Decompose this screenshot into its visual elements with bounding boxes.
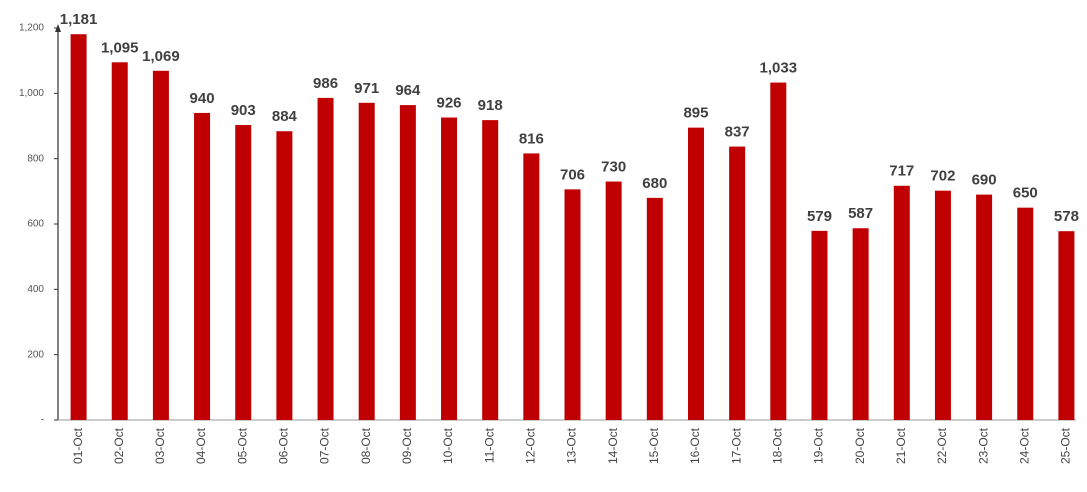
x-tick-label: 21-Oct — [894, 427, 908, 464]
bar — [317, 97, 334, 420]
x-tick-label: 17-Oct — [729, 427, 743, 464]
x-tick-label: 01-Oct — [71, 427, 85, 464]
value-label: 903 — [231, 102, 256, 119]
y-tick-label: 1,200 — [19, 23, 44, 34]
value-label: 650 — [1013, 185, 1038, 202]
x-tick-label: 20-Oct — [853, 427, 867, 464]
bar — [111, 62, 128, 421]
x-tick-label: 14-Oct — [606, 427, 620, 464]
bar — [399, 105, 416, 421]
bar — [1058, 231, 1075, 420]
y-tick-label: 1,000 — [19, 88, 44, 99]
y-tick-label: 600 — [27, 219, 44, 230]
x-tick-label: 11-Oct — [482, 427, 496, 463]
value-label: 837 — [725, 124, 750, 141]
x-tick-label: 03-Oct — [153, 427, 167, 464]
x-tick-label: 09-Oct — [400, 427, 414, 464]
x-tick-label: 06-Oct — [277, 427, 291, 464]
bar — [770, 82, 787, 420]
value-label: 706 — [560, 166, 585, 183]
x-tick-label: 12-Oct — [524, 427, 538, 464]
value-label: 884 — [272, 108, 298, 125]
x-tick-label: 23-Oct — [976, 427, 990, 464]
x-tick-label: 24-Oct — [1017, 427, 1031, 464]
y-tick-label: 800 — [27, 153, 44, 164]
bar — [441, 117, 458, 421]
bar — [482, 120, 499, 421]
value-label: 926 — [437, 94, 462, 111]
y-tick-label: 400 — [27, 284, 44, 295]
bar — [523, 153, 540, 420]
bar — [687, 127, 704, 420]
value-label: 578 — [1054, 208, 1079, 225]
bar — [646, 197, 663, 420]
bar — [276, 131, 293, 420]
value-label: 1,033 — [760, 60, 798, 77]
value-label: 895 — [683, 105, 708, 122]
bar — [811, 230, 828, 420]
value-label: 964 — [395, 82, 421, 99]
value-label: 918 — [478, 97, 503, 114]
y-tick-label: 200 — [27, 349, 44, 360]
bar — [1017, 207, 1034, 420]
bar — [358, 102, 375, 420]
x-tick-label: 13-Oct — [565, 427, 579, 464]
bar — [194, 112, 211, 420]
x-tick-label: 07-Oct — [318, 427, 332, 464]
value-label: 702 — [930, 168, 955, 185]
value-label: 1,069 — [142, 48, 180, 65]
value-label: 730 — [601, 159, 626, 176]
x-tick-label: 05-Oct — [235, 427, 249, 464]
bar — [152, 70, 169, 420]
x-tick-label: 04-Oct — [194, 427, 208, 464]
x-tick-label: 25-Oct — [1059, 427, 1073, 464]
bar — [729, 146, 746, 420]
value-label: 986 — [313, 75, 338, 92]
x-tick-label: 18-Oct — [770, 427, 784, 464]
value-label: 717 — [889, 163, 914, 180]
x-tick-label: 22-Oct — [935, 427, 949, 464]
x-tick-label: 08-Oct — [359, 427, 373, 464]
value-label: 816 — [519, 130, 544, 147]
value-label: 1,181 — [60, 11, 98, 28]
bar — [605, 181, 622, 420]
value-label: 940 — [190, 90, 215, 107]
value-label: 690 — [972, 172, 997, 189]
bar — [564, 189, 581, 420]
bar — [976, 194, 993, 420]
bar — [934, 190, 951, 420]
x-tick-label: 15-Oct — [647, 427, 661, 464]
value-label: 579 — [807, 208, 832, 225]
value-label: 680 — [642, 175, 667, 192]
value-label: 1,095 — [101, 39, 139, 56]
x-tick-label: 10-Oct — [441, 427, 455, 464]
x-tick-label: 02-Oct — [112, 427, 126, 464]
value-label: 971 — [354, 80, 379, 97]
bar — [70, 34, 87, 420]
y-tick-label: - — [41, 415, 44, 426]
value-label: 587 — [848, 205, 873, 222]
x-tick-label: 19-Oct — [812, 427, 826, 464]
x-tick-label: 16-Oct — [688, 427, 702, 464]
bar — [235, 125, 252, 421]
bar — [852, 228, 869, 420]
bar — [893, 185, 910, 420]
